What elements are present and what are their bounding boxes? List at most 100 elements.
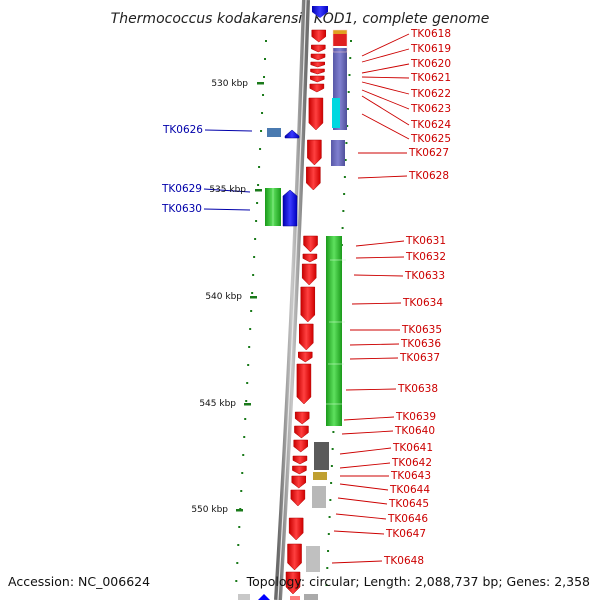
gene-label-TK0642: TK0642 [391,457,432,469]
tick-dot-right [328,516,331,518]
scale-tick-530 [257,82,264,85]
leader-line-TK0628 [357,175,408,179]
leader-line-TK0647 [333,530,385,535]
leader-line-TK0630 [203,208,251,211]
forward-gene-arrow-23 [290,489,306,507]
tick-dot-left [256,202,259,204]
tick-dot-left [261,112,264,114]
gene-label-TK0619: TK0619 [410,43,451,55]
forward-gene-arrow-24 [288,517,304,541]
scale-label-540: 540 kbp [205,292,242,302]
gene-label-TK0625: TK0625 [410,133,451,145]
tick-dot-left [263,76,266,78]
gene-label-TK0644: TK0644 [389,484,430,496]
accession-text: Accession: NC_006624 [8,574,150,589]
tick-dot-left [251,292,254,294]
leader-line-TK0629 [203,188,251,193]
tick-dot-right [326,567,329,569]
leader-line-TK0642 [339,462,391,469]
tick-dot-right [343,176,346,178]
tick-dot-right [330,465,333,467]
tick-dot-left [257,184,260,186]
forward-gene-arrow-1 [311,44,326,53]
tick-dot-right [350,40,352,42]
forward-gene-arrow-22 [291,475,307,489]
tick-dot-left [248,346,251,348]
gene-label-TK0627: TK0627 [408,147,449,159]
gene-label-TK0635: TK0635 [401,324,442,336]
tick-dot-left [243,436,246,438]
feature-bar-0 [333,30,347,34]
forward-gene-arrow-25 [287,543,302,571]
feature-bar-4 [331,140,345,166]
leader-line-TK0637 [349,357,399,360]
gene-label-TK0630: TK0630 [161,203,202,215]
leader-line-TK0622 [361,81,410,95]
map-title: Thermococcus kodakarensis KOD1, complete… [111,11,490,27]
bottom-feature-pink [290,596,300,600]
forward-gene-arrow-5 [309,75,325,83]
tick-dot-right [349,57,352,59]
forward-gene-arrow-7 [308,97,324,131]
tick-dot-right [344,159,347,161]
gene-label-TK0641: TK0641 [392,442,433,454]
tick-dot-left [237,544,240,546]
feature-bar-6 [314,442,329,470]
leader-line-TK0618 [361,33,410,57]
gene-label-TK0620: TK0620 [410,58,451,70]
tick-dot-left [265,40,267,42]
gene-label-TK0643: TK0643 [390,470,431,482]
gene-label-TK0624: TK0624 [410,119,451,131]
leader-line-TK0624 [361,95,410,126]
leader-line-TK0640 [341,430,394,435]
leader-line-TK0634 [351,302,402,305]
tick-dot-right [331,448,334,450]
gene-label-TK0626: TK0626 [162,124,203,136]
tick-dot-right [330,482,333,484]
tick-dot-right [346,125,349,127]
tick-dot-left [258,166,261,168]
feature-bar-8 [312,486,326,508]
tick-dot-right [327,533,330,535]
forward-gene-arrow-20 [292,455,308,465]
gene-label-TK0623: TK0623 [410,103,451,115]
tick-dot-left [259,148,262,150]
leader-line-TK0638 [345,388,397,391]
scale-label-530: 530 kbp [211,79,248,89]
tick-dot-left [240,490,243,492]
scale-label-550: 550 kbp [191,505,228,515]
leader-line-TK0636 [349,343,400,346]
feature-tracks [235,0,352,600]
reverse-feature-tk0626 [267,128,281,137]
tick-dot-left [245,400,248,402]
tick-dot-left [252,274,255,276]
feature-bar-7 [313,472,327,480]
scale-label-535: 535 kbp [209,185,246,195]
forward-gene-arrow-13 [300,286,316,323]
tick-dot-left [238,526,241,528]
scale-label-545: 545 kbp [199,399,236,409]
gene-label-TK0637: TK0637 [399,352,440,364]
tick-dot-right [329,499,332,501]
scale-tick-545 [244,403,251,406]
tick-dot-right [327,550,330,552]
gene-label-TK0632: TK0632 [405,251,446,263]
tick-dot-right [332,431,335,433]
tick-dot-left [244,418,247,420]
tick-dot-right [343,193,346,195]
tick-dot-left [249,328,252,330]
feature-bar-1 [333,34,347,46]
gene-labels: TK0618 TK0619 TK0620 TK0621 TK0622 TK0623 TK06… [161,28,451,567]
tick-dot-left [260,130,263,132]
forward-gene-arrow-3 [310,61,326,68]
tick-dot-right [325,584,328,586]
tick-dot-left [236,562,239,564]
tick-dot-right [346,108,349,110]
leader-line-TK0632 [355,256,405,259]
tick-dot-left [264,58,267,60]
forward-gene-arrow-21 [292,465,307,475]
reverse-gene-arrow-0 [284,129,300,139]
tick-dot-left [254,238,257,240]
